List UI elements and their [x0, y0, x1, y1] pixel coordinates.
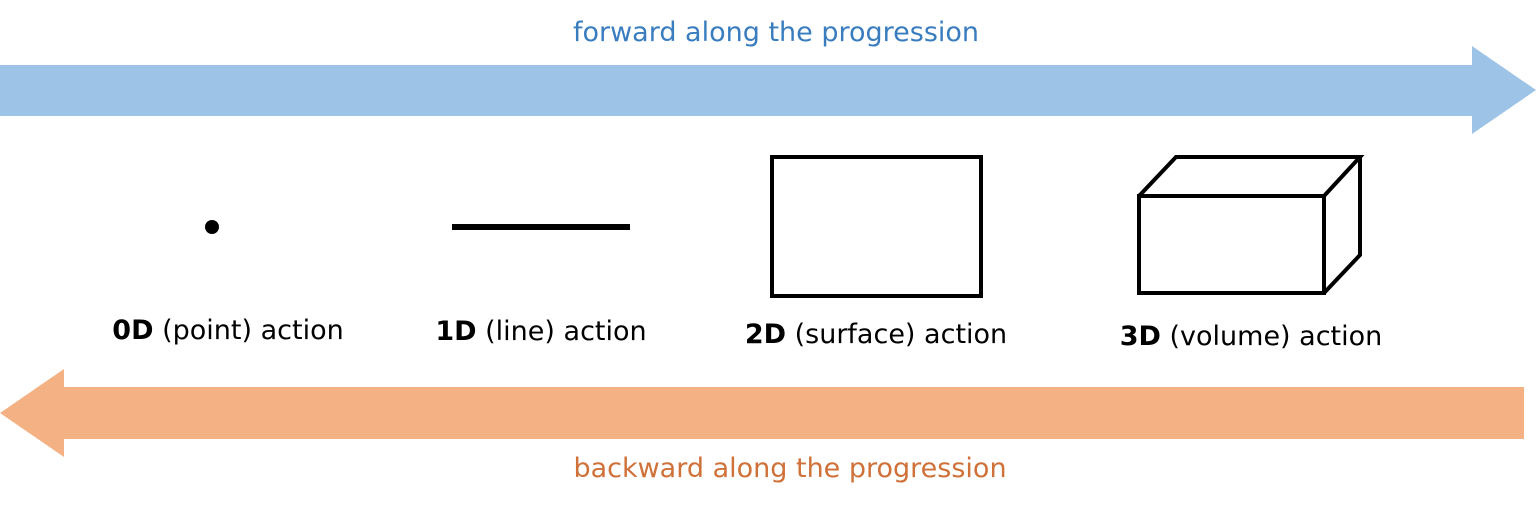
stage-dimension: 0D — [112, 315, 154, 346]
stage-label-1d: 1D (line) action — [435, 318, 646, 345]
backward-arrow — [0, 369, 1524, 457]
rectangle-icon — [770, 155, 983, 298]
point-icon — [205, 220, 219, 234]
stage-dimension: 3D — [1119, 321, 1161, 352]
cuboid-icon — [1137, 155, 1365, 295]
stage-label-2d: 2D (surface) action — [745, 321, 1007, 348]
stage-description: (point) action — [153, 315, 344, 346]
stage-dimension: 1D — [435, 316, 477, 347]
forward-arrow — [0, 46, 1536, 134]
stage-description: (volume) action — [1160, 321, 1383, 352]
stage-label-0d: 0D (point) action — [112, 317, 343, 344]
forward-arrow-label: forward along the progression — [572, 17, 980, 48]
backward-arrow-label: backward along the progression — [573, 453, 1007, 484]
stage-description: (surface) action — [786, 319, 1008, 350]
stage-dimension: 2D — [744, 319, 787, 350]
stage-label-3d: 3D (volume) action — [1120, 323, 1383, 350]
stage-description: (line) action — [476, 316, 647, 347]
